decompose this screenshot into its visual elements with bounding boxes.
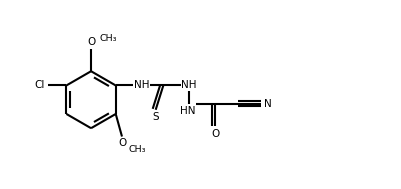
Text: Cl: Cl (34, 81, 45, 91)
Text: CH₃: CH₃ (100, 34, 117, 43)
Text: O: O (88, 37, 96, 47)
Text: S: S (152, 112, 159, 122)
Text: O: O (119, 139, 127, 149)
Text: O: O (211, 129, 219, 139)
Text: NH: NH (134, 81, 149, 91)
Text: NH: NH (181, 81, 197, 91)
Text: N: N (264, 98, 272, 108)
Text: CH₃: CH₃ (128, 145, 146, 154)
Text: HN: HN (180, 106, 195, 116)
